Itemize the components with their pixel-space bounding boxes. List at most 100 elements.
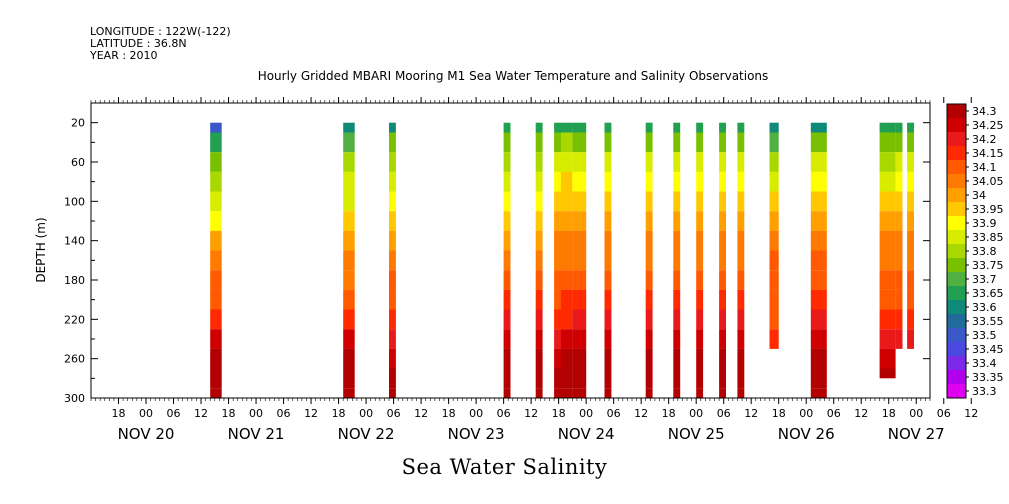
salinity-cell (737, 270, 745, 290)
salinity-cell (907, 329, 914, 349)
salinity-cell (737, 122, 745, 133)
salinity-cell (645, 171, 653, 192)
salinity-cell (737, 152, 745, 172)
salinity-cell (572, 309, 587, 330)
salinity-cell (572, 289, 587, 310)
salinity-cell (503, 348, 511, 369)
salinity-cell (769, 329, 779, 349)
salinity-cell (696, 132, 704, 153)
salinity-cell (737, 211, 745, 231)
colorbar-label: 34.3 (972, 105, 997, 118)
hour-tick-label: 00 (249, 407, 263, 420)
salinity-cell (737, 309, 745, 330)
salinity-cell (673, 122, 681, 133)
salinity-cell (535, 122, 543, 133)
y-axis-label: DEPTH (m) (34, 217, 48, 282)
colorbar-swatch (947, 342, 966, 357)
salinity-cell (907, 211, 914, 231)
salinity-cell (389, 368, 396, 389)
salinity-cell (572, 132, 587, 153)
hour-tick-label: 18 (772, 407, 786, 420)
salinity-cell (210, 368, 222, 389)
salinity-cell (879, 329, 896, 349)
salinity-cell (907, 191, 914, 212)
salinity-cell (907, 171, 914, 192)
salinity-cell (719, 270, 726, 290)
salinity-cell (769, 289, 779, 310)
salinity-cell (572, 270, 587, 290)
day-label: NOV 26 (778, 425, 835, 443)
salinity-cell (554, 152, 561, 172)
y-tick-label: 60 (71, 156, 85, 169)
salinity-cell (719, 250, 726, 271)
salinity-cell (810, 368, 827, 389)
salinity-cell (879, 122, 896, 133)
salinity-cell (907, 309, 914, 330)
salinity-cell (210, 191, 222, 212)
salinity-cell (673, 289, 681, 310)
salinity-cell (696, 211, 704, 231)
day-label: NOV 22 (338, 425, 395, 443)
salinity-cell (210, 329, 222, 349)
salinity-cell (389, 132, 396, 153)
hour-tick-label: 06 (937, 407, 951, 420)
salinity-cell (895, 309, 903, 330)
salinity-cell (769, 230, 779, 251)
salinity-cell (810, 329, 827, 349)
salinity-cell (907, 152, 914, 172)
salinity-cell (810, 230, 827, 251)
salinity-cell (535, 270, 543, 290)
day-label: NOV 23 (448, 425, 505, 443)
salinity-cell (645, 289, 653, 310)
salinity-cell (535, 368, 543, 389)
colorbar-swatch (947, 230, 966, 245)
salinity-cell (535, 152, 543, 172)
y-tick-label: 220 (64, 313, 85, 326)
salinity-cell (210, 230, 222, 251)
salinity-cell (604, 270, 612, 290)
salinity-cell (769, 211, 779, 231)
salinity-cell (907, 132, 914, 153)
salinity-cell (389, 309, 396, 330)
salinity-cell (503, 388, 511, 398)
salinity-cell (572, 171, 587, 192)
salinity-cell (696, 270, 704, 290)
salinity-cell (503, 171, 511, 192)
colorbar-label: 33.45 (972, 343, 1004, 356)
salinity-cell (673, 152, 681, 172)
salinity-cell (879, 191, 896, 212)
salinity-cell (572, 122, 587, 133)
salinity-cell (810, 132, 827, 153)
hour-tick-label: 00 (689, 407, 703, 420)
colorbar-swatch (947, 370, 966, 385)
salinity-cell (719, 122, 726, 133)
salinity-cell (389, 289, 396, 310)
salinity-cell (535, 250, 543, 271)
salinity-cell (389, 211, 396, 231)
salinity-cell (719, 329, 726, 349)
salinity-cell (737, 230, 745, 251)
y-tick-label: 140 (64, 235, 85, 248)
salinity-cell (696, 309, 704, 330)
salinity-cell (560, 368, 573, 389)
longitude-label: LONGITUDE : 122W(-122) (90, 25, 231, 38)
salinity-cell (343, 388, 355, 398)
colorbar-swatch (947, 356, 966, 371)
salinity-cell (879, 309, 896, 330)
salinity-cell (604, 152, 612, 172)
salinity-cell (810, 211, 827, 231)
salinity-cell (673, 250, 681, 271)
salinity-cell (737, 132, 745, 153)
salinity-cell (554, 191, 561, 212)
salinity-cell (554, 270, 561, 290)
y-tick-label: 20 (71, 117, 85, 130)
salinity-cell (503, 289, 511, 310)
colorbar-label: 33.7 (972, 273, 997, 286)
hour-tick-label: 12 (964, 407, 978, 420)
salinity-cell (719, 388, 726, 398)
hour-tick-label: 06 (497, 407, 511, 420)
salinity-cell (696, 289, 704, 310)
colorbar-label: 33.65 (972, 287, 1004, 300)
salinity-cell (879, 289, 896, 310)
